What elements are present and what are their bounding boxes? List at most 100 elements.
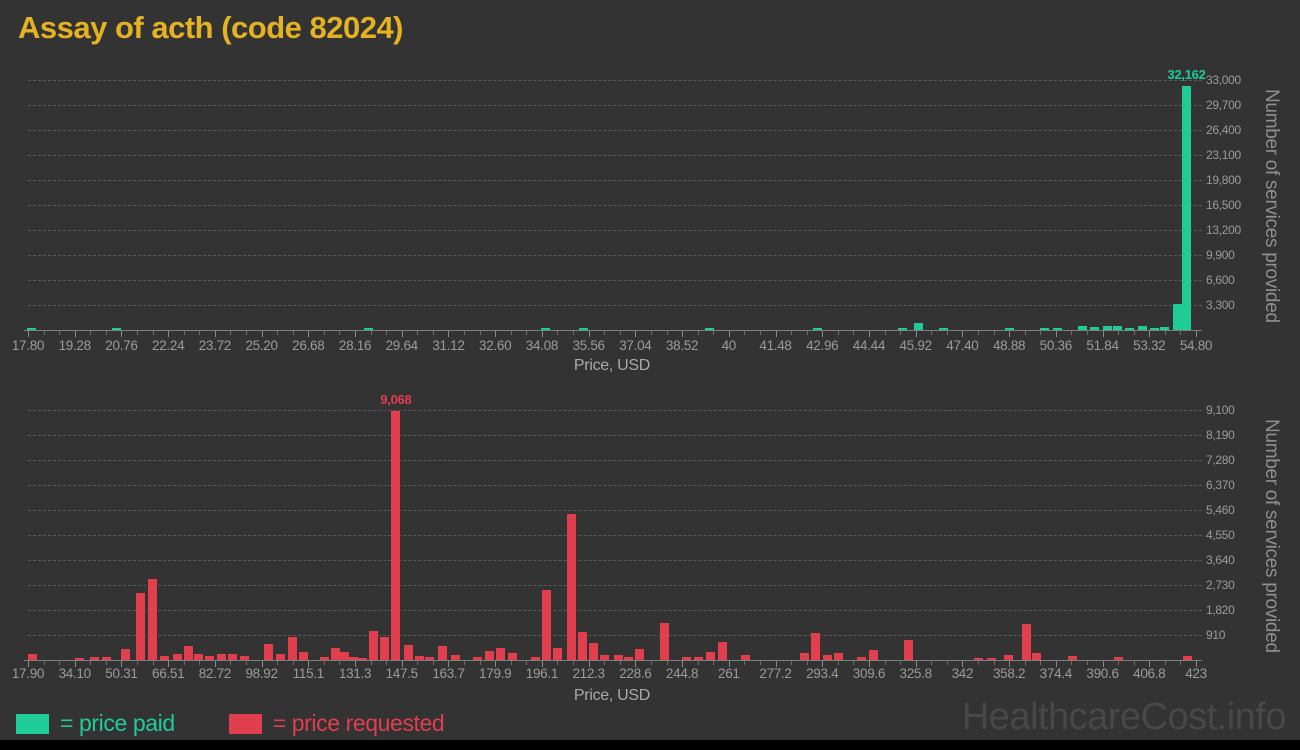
bar-price-requested (530, 656, 540, 660)
x-tick-label: 423 (1185, 666, 1207, 681)
x-tick-minor (604, 661, 606, 665)
gridline (28, 510, 1202, 511)
bar-price-requested (694, 657, 704, 660)
x-tick-label: 25.20 (245, 338, 278, 353)
y-axis-title: Number of services provided (1261, 89, 1282, 323)
bar-price-paid (1052, 328, 1062, 330)
y-tick-label: 9,900 (1206, 248, 1235, 262)
bar-price-requested (740, 655, 750, 660)
bar-price-requested (635, 649, 645, 660)
bar-price-requested (90, 656, 100, 660)
x-tick-major (822, 331, 824, 337)
x-tick-major (308, 331, 310, 337)
x-tick-major (1102, 331, 1104, 337)
x-tick-minor (339, 661, 341, 665)
bar-price-requested (183, 646, 193, 660)
x-tick-minor (339, 331, 341, 335)
x-tick-major (1196, 331, 1197, 337)
gridline (28, 130, 1202, 131)
x-tick-minor (837, 661, 839, 665)
x-tick-label: 42.96 (806, 338, 839, 353)
bar-price-requested (857, 656, 867, 660)
x-tick-major (682, 331, 684, 337)
y-tick-label: 2,730 (1206, 578, 1235, 592)
bar-price-requested (811, 632, 821, 660)
bar-price-paid (913, 322, 923, 330)
x-tick-label: 50.31 (105, 666, 138, 681)
x-tick-minor (1071, 331, 1073, 335)
x-tick-label: 23.72 (198, 338, 232, 353)
gridline (28, 635, 1202, 636)
x-tick-minor (246, 331, 248, 335)
x-tick-label: 31.12 (432, 338, 465, 353)
x-tick-label: 50.36 (1039, 338, 1073, 353)
x-axis-line (24, 330, 1202, 331)
x-tick-major (962, 661, 964, 667)
bar-price-paid (1159, 326, 1169, 330)
x-tick-major (915, 661, 917, 667)
bar-price-paid (541, 328, 551, 330)
bar-price-requested (553, 648, 563, 660)
x-tick-minor (417, 331, 419, 335)
x-tick-major (308, 661, 310, 667)
bar-price-requested (148, 578, 158, 660)
x-tick-major (728, 661, 730, 667)
x-tick-label: 342 (951, 666, 974, 681)
y-tick-label: 3,300 (1206, 298, 1235, 312)
x-tick-label: 244.8 (665, 666, 699, 681)
x-tick-minor (993, 661, 995, 665)
x-tick-minor (90, 331, 92, 335)
x-tick-major (261, 661, 263, 667)
x-tick-minor (199, 661, 201, 665)
bar-price-requested (75, 657, 85, 660)
x-tick-minor (417, 661, 419, 665)
x-tick-minor (292, 661, 294, 665)
gridline (28, 435, 1202, 436)
gridline (28, 280, 1202, 281)
x-tick-minor (137, 661, 138, 665)
x-tick-label: 325.8 (899, 666, 933, 681)
bar-price-requested (28, 653, 38, 660)
bar-price-requested (1067, 655, 1077, 660)
x-tick-minor (806, 661, 808, 665)
bar-price-paid (705, 328, 715, 330)
x-tick-label: 38.52 (665, 338, 699, 353)
x-tick-major (1149, 331, 1151, 337)
peak-value-label: 32,162 (1167, 67, 1206, 83)
x-tick-label: 29.64 (385, 338, 419, 353)
x-tick-minor (230, 661, 232, 665)
y-tick-label: 3,640 (1206, 553, 1235, 567)
x-tick-minor (246, 661, 248, 665)
x-tick-minor (464, 331, 466, 335)
x-tick-major (1009, 331, 1011, 337)
gridline (28, 230, 1202, 231)
x-tick-label: 17.90 (11, 666, 45, 681)
x-tick-minor (666, 661, 668, 665)
x-tick-minor (650, 331, 652, 335)
x-tick-minor (510, 331, 512, 335)
x-tick-minor (744, 331, 746, 335)
bar-price-requested (216, 653, 226, 660)
bar-price-paid (938, 328, 948, 330)
x-tick-major (868, 661, 870, 667)
x-tick-minor (323, 661, 325, 665)
x-axis-line (24, 660, 1202, 661)
x-tick-minor (183, 661, 185, 665)
x-tick-minor (59, 331, 61, 335)
x-tick-label: 41.48 (759, 338, 792, 353)
x-tick-minor (837, 331, 839, 335)
x-tick-minor (1118, 331, 1120, 335)
x-tick-minor (277, 331, 279, 335)
bar-price-requested (340, 652, 350, 660)
x-tick-minor (853, 661, 855, 665)
bar-price-paid (1125, 327, 1135, 330)
y-tick-label: 19,800 (1206, 173, 1241, 187)
y-tick-label: 8,190 (1206, 428, 1235, 442)
x-tick-minor (152, 661, 154, 665)
x-tick-label: 35.56 (572, 338, 605, 353)
x-tick-major (74, 661, 76, 667)
bar-price-paid (897, 328, 907, 330)
x-tick-major (28, 331, 29, 337)
x-tick-minor (946, 331, 948, 335)
